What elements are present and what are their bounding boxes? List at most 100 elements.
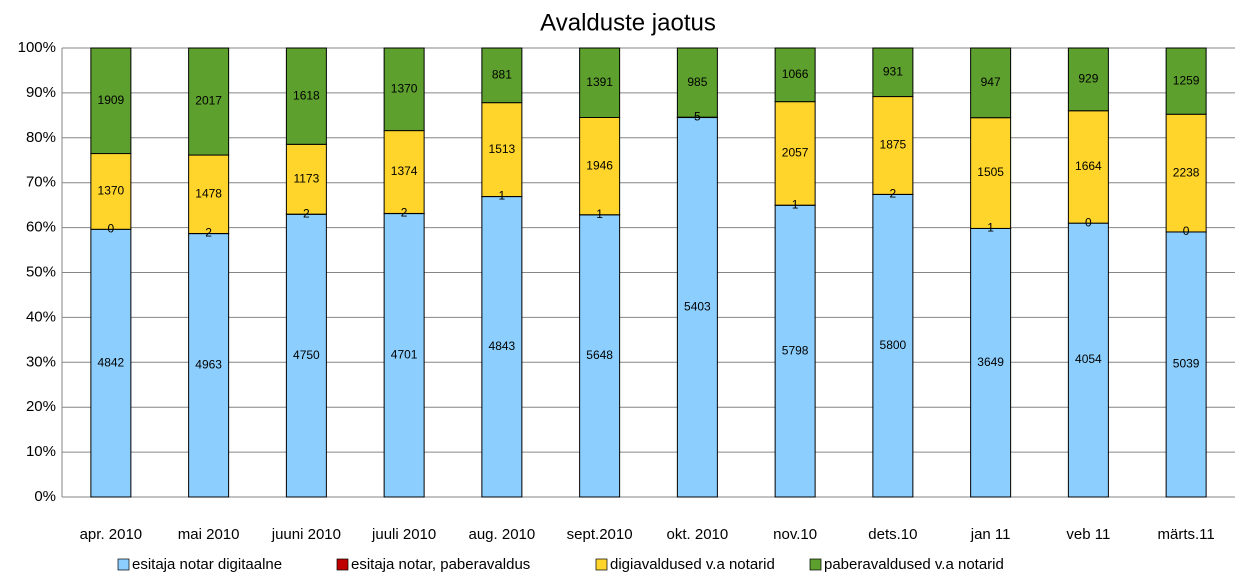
y-tick-label: 40% <box>26 308 56 325</box>
data-label: 3649 <box>977 355 1004 369</box>
bar-segment <box>188 154 230 234</box>
data-label: 4842 <box>98 355 125 369</box>
x-tick-label: märts.11 <box>1158 526 1215 543</box>
bar-segment <box>1165 113 1207 233</box>
bar-segment <box>90 47 132 155</box>
bar-segment <box>285 143 327 215</box>
data-label: 1513 <box>489 142 516 156</box>
bar-segment <box>774 204 816 498</box>
bar-segment <box>383 47 425 132</box>
data-label: 947 <box>981 75 1001 89</box>
data-label: 2057 <box>782 146 809 160</box>
bar-segment <box>90 228 132 498</box>
data-label: 1 <box>987 221 994 235</box>
data-label: 2 <box>401 206 408 220</box>
bar-segment <box>383 213 425 498</box>
data-label: 5039 <box>1173 357 1200 371</box>
data-label: 0 <box>1085 215 1092 229</box>
data-label: 1618 <box>293 88 320 102</box>
legend-label: digiavaldused v.a notarid <box>610 556 775 573</box>
x-tick-label: aug. 2010 <box>469 526 536 543</box>
data-label: 5403 <box>684 299 711 313</box>
data-label: 4054 <box>1075 352 1102 366</box>
bar-segment <box>872 47 914 98</box>
bar-segment <box>285 213 327 498</box>
data-label: 985 <box>687 75 707 89</box>
data-label: 4701 <box>391 347 418 361</box>
y-tick-label: 20% <box>26 398 56 415</box>
x-tick-label: dets.10 <box>868 526 917 543</box>
data-label: 1391 <box>586 75 613 89</box>
data-label: 1370 <box>391 81 418 95</box>
x-tick-label: okt. 2010 <box>667 526 729 543</box>
legend-label: paberavaldused v.a notarid <box>824 556 1004 573</box>
y-tick-label: 0% <box>34 488 56 505</box>
bar-segment <box>285 47 327 145</box>
x-tick-label: juuni 2010 <box>271 526 341 543</box>
x-tick-label: jan 11 <box>970 526 1011 543</box>
legend-swatch <box>809 558 822 571</box>
data-label: 1 <box>499 189 506 203</box>
y-tick-label: 10% <box>26 443 56 460</box>
bar-segment <box>970 47 1012 119</box>
data-label: 4843 <box>489 339 516 353</box>
data-label: 0 <box>1183 224 1190 238</box>
legend-swatch <box>117 558 130 571</box>
data-label: 1066 <box>782 67 809 81</box>
data-label: 0 <box>108 221 115 235</box>
bar-segment <box>774 101 816 206</box>
y-tick-label: 30% <box>26 353 56 370</box>
bar-segment <box>872 193 914 498</box>
data-label: 931 <box>883 64 903 78</box>
x-tick-label: apr. 2010 <box>80 526 143 543</box>
x-tick-label: nov.10 <box>773 526 817 543</box>
bar-segment <box>676 47 718 118</box>
bar-segment <box>872 96 914 195</box>
bar-segment <box>774 47 816 103</box>
data-label: 1 <box>596 207 603 221</box>
bar-segment <box>1165 231 1207 498</box>
bar-segment <box>481 102 523 198</box>
data-label: 1875 <box>880 138 907 152</box>
y-tick-label: 50% <box>26 263 56 280</box>
data-label: 2 <box>890 187 897 201</box>
legend-swatch <box>595 558 608 571</box>
chart-title: Avalduste jaotus <box>540 9 716 36</box>
data-label: 2 <box>303 206 310 220</box>
data-label: 881 <box>492 67 512 81</box>
legend-label: esitaja notar digitaalne <box>132 556 282 573</box>
legend-swatch <box>336 558 349 571</box>
data-label: 1946 <box>586 158 613 172</box>
data-label: 5648 <box>586 348 613 362</box>
data-label: 1664 <box>1075 159 1102 173</box>
y-tick-label: 60% <box>26 219 56 236</box>
x-tick-label: mai 2010 <box>178 526 240 543</box>
y-tick-label: 90% <box>26 84 56 101</box>
x-tick-label: sept.2010 <box>567 526 633 543</box>
data-label: 1370 <box>98 184 125 198</box>
data-label: 929 <box>1078 72 1098 86</box>
data-label: 2017 <box>195 94 222 108</box>
bar-segment <box>1067 47 1109 112</box>
data-label: 2 <box>205 226 212 240</box>
y-tick-label: 70% <box>26 174 56 191</box>
bar-segment <box>970 227 1012 498</box>
bar-segment <box>481 47 523 104</box>
bar-segment <box>1165 47 1207 115</box>
data-label: 4963 <box>195 357 222 371</box>
data-label: 1505 <box>977 165 1004 179</box>
legend-label: esitaja notar, paberavaldus <box>351 556 530 573</box>
bar-segment <box>579 47 621 119</box>
data-label: 4750 <box>293 348 320 362</box>
data-label: 1259 <box>1173 73 1200 87</box>
x-tick-label: juuli 2010 <box>371 526 436 543</box>
data-label: 5 <box>694 110 701 124</box>
x-tick-label: veb 11 <box>1066 526 1110 543</box>
bar-segment <box>481 196 523 498</box>
data-label: 5800 <box>880 338 907 352</box>
data-label: 5798 <box>782 343 809 357</box>
bar-segment <box>188 47 230 156</box>
bar-segment <box>676 117 718 498</box>
